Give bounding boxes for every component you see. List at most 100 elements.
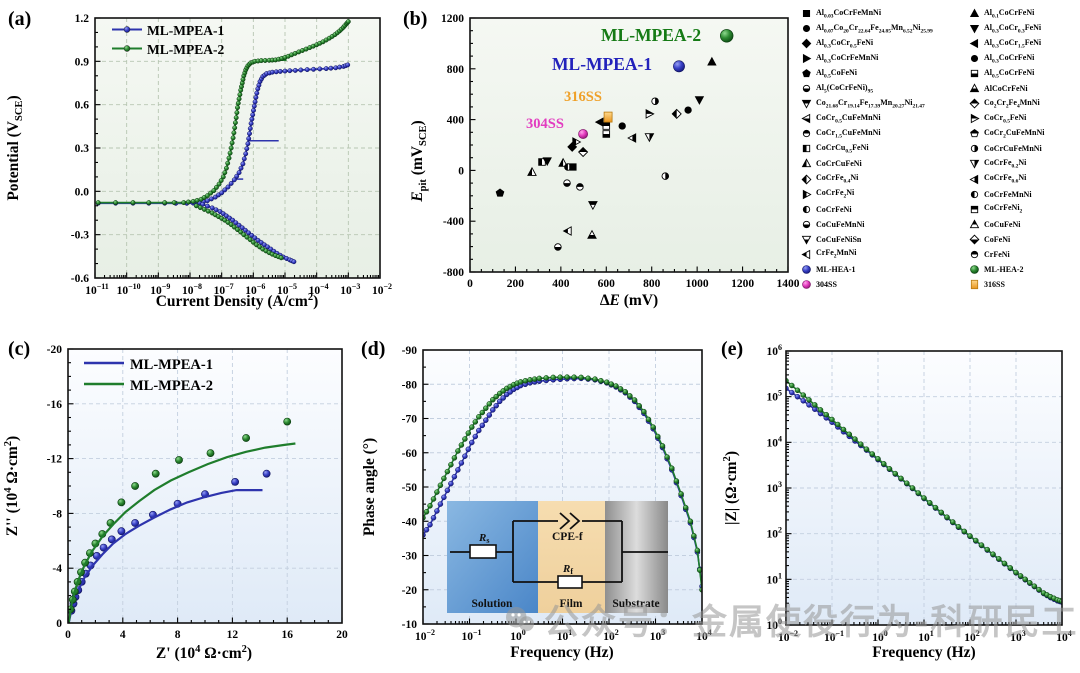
circle-icon	[801, 219, 812, 230]
circle-icon	[801, 23, 812, 34]
legend-b-item: CoCrFe0.6Ni	[969, 172, 1045, 187]
circle-icon	[801, 83, 812, 94]
svg-text:200: 200	[507, 278, 525, 290]
svg-text:-0.3: -0.3	[71, 230, 89, 242]
series-line-icon	[84, 357, 124, 374]
tri-up-icon	[801, 158, 812, 169]
legend-b-item: CoCuFeMnNi	[801, 217, 933, 232]
svg-text:105: 105	[767, 389, 783, 404]
svg-text:400: 400	[447, 115, 465, 127]
legend-b-item: CrFe2MnNi	[801, 247, 933, 262]
tri-down-icon	[969, 23, 980, 34]
legend-a-item: ML-MPEA-2	[112, 40, 224, 59]
svg-text:Rs: Rs	[478, 532, 489, 545]
circle-icon	[969, 143, 980, 154]
svg-text:104: 104	[696, 628, 712, 643]
legend-c: ML-MPEA-1 ML-MPEA-2	[84, 355, 213, 397]
svg-text:Film: Film	[560, 598, 583, 610]
svg-text:4: 4	[120, 629, 126, 641]
diamond-icon	[969, 234, 980, 245]
svg-text:-12: -12	[47, 454, 63, 466]
tri-up-icon	[969, 219, 980, 230]
svg-text:-8: -8	[52, 508, 62, 520]
tri-down-icon	[801, 234, 812, 245]
tri-left-icon	[801, 249, 812, 260]
panel-d: Rs CPE-f Rf Solution Film Substrate 10−2 10−1 10…	[402, 345, 712, 643]
svg-text:103: 103	[767, 480, 783, 495]
panel-b-series	[495, 29, 734, 251]
tri-up-icon	[969, 8, 980, 19]
diamond-icon	[801, 174, 812, 185]
svg-text:100: 100	[872, 629, 888, 644]
svg-text:10−2: 10−2	[372, 282, 392, 297]
legend-b-item: CoCrFeNi2	[969, 202, 1045, 217]
panel-a-letter: (a)	[8, 8, 32, 30]
tri-left-icon	[969, 38, 980, 49]
svg-text:16: 16	[281, 629, 293, 641]
svg-text:103: 103	[650, 628, 666, 643]
svg-text:0.0: 0.0	[75, 186, 90, 198]
d-y-title: Phase angle (°)	[361, 437, 378, 537]
svg-text:1200: 1200	[731, 278, 754, 290]
legend-b-item: CoCrFeNi	[801, 202, 933, 217]
svg-text:102: 102	[964, 629, 980, 644]
legend-b-item: Al5(CoCrFeNi)95	[801, 81, 933, 96]
legend-b-item: Al0.3CoCr0.3FeNi	[969, 21, 1045, 36]
equivalent-circuit-inset: Rs CPE-f Rf Solution Film Substrate	[447, 501, 668, 613]
legend-b-column: Al0.1CoCrFeNi Al0.3CoCr0.3FeNi Al0.3CoCr1.…	[969, 6, 1045, 292]
legend-b-item: ML-HEA-1	[801, 262, 933, 277]
sphere-green-icon	[969, 264, 980, 275]
square-orange-icon	[969, 279, 980, 290]
svg-text:800: 800	[447, 64, 465, 76]
series-line-icon	[84, 378, 124, 395]
square-icon	[969, 68, 980, 79]
annotation-304SS: 304SS	[526, 116, 564, 132]
svg-text:101: 101	[918, 629, 934, 644]
legend-b-item: CoFeNi	[969, 232, 1045, 247]
svg-text:-30: -30	[402, 551, 418, 563]
svg-text:102: 102	[603, 628, 619, 643]
e-y-title: |Z| (Ω·cm2)	[722, 451, 741, 526]
sphere-magenta-icon	[801, 279, 812, 290]
legend-a: ML-MPEA-1 ML-MPEA-2	[112, 21, 224, 59]
square-icon	[801, 143, 812, 154]
svg-text:104: 104	[1056, 629, 1072, 644]
series-line-marker-icon	[112, 42, 142, 58]
d-x-title: Frequency (Hz)	[510, 644, 614, 661]
svg-text:-40: -40	[402, 516, 418, 528]
legend-b-item: CoCrFe0.2Ni	[969, 156, 1045, 171]
svg-text:-20: -20	[47, 344, 63, 356]
svg-text:0: 0	[467, 278, 473, 290]
svg-text:Rf: Rf	[562, 563, 573, 576]
svg-text:1200: 1200	[441, 13, 464, 25]
legend-b-item: Al0.5CoCrFeNi	[969, 66, 1045, 81]
legend-b-item: CoCuFeNiSn	[801, 232, 933, 247]
svg-text:100: 100	[767, 617, 783, 632]
svg-text:10−2: 10−2	[778, 629, 798, 644]
pentagon-icon	[969, 128, 980, 139]
svg-text:1000: 1000	[686, 278, 709, 290]
legend-b-item: CoCr0.5CuFeMnNi	[801, 111, 933, 126]
svg-text:101: 101	[767, 571, 783, 586]
pentagon-icon	[801, 68, 812, 79]
annotation-316SS: 316SS	[564, 89, 602, 105]
a-y-title: Potential (VSCE)	[5, 95, 26, 201]
c-y-title: Z'' (104 Ω·cm2)	[3, 435, 22, 537]
diamond-icon	[801, 38, 812, 49]
tri-right-icon	[969, 113, 980, 124]
highlight-ML-MPEA-2	[720, 29, 734, 43]
svg-text:-80: -80	[402, 379, 418, 391]
svg-text:-60: -60	[402, 448, 418, 460]
svg-text:102: 102	[767, 526, 783, 541]
legend-b-item: CoCrFeMnNi	[969, 187, 1045, 202]
circle-icon	[801, 128, 812, 139]
svg-text:-50: -50	[402, 482, 418, 494]
square-icon	[969, 204, 980, 215]
panel-c-series	[68, 417, 296, 623]
e-x-title: Frequency (Hz)	[872, 644, 976, 661]
legend-b-item: 304SS	[801, 277, 933, 292]
legend-b-item: CrFeNi	[969, 247, 1045, 262]
panel-a: 10−11 10−10 10−9 10−8 10−7 10−6 10−5 10−4 10−3 10…	[71, 13, 392, 297]
svg-text:-70: -70	[402, 414, 418, 426]
